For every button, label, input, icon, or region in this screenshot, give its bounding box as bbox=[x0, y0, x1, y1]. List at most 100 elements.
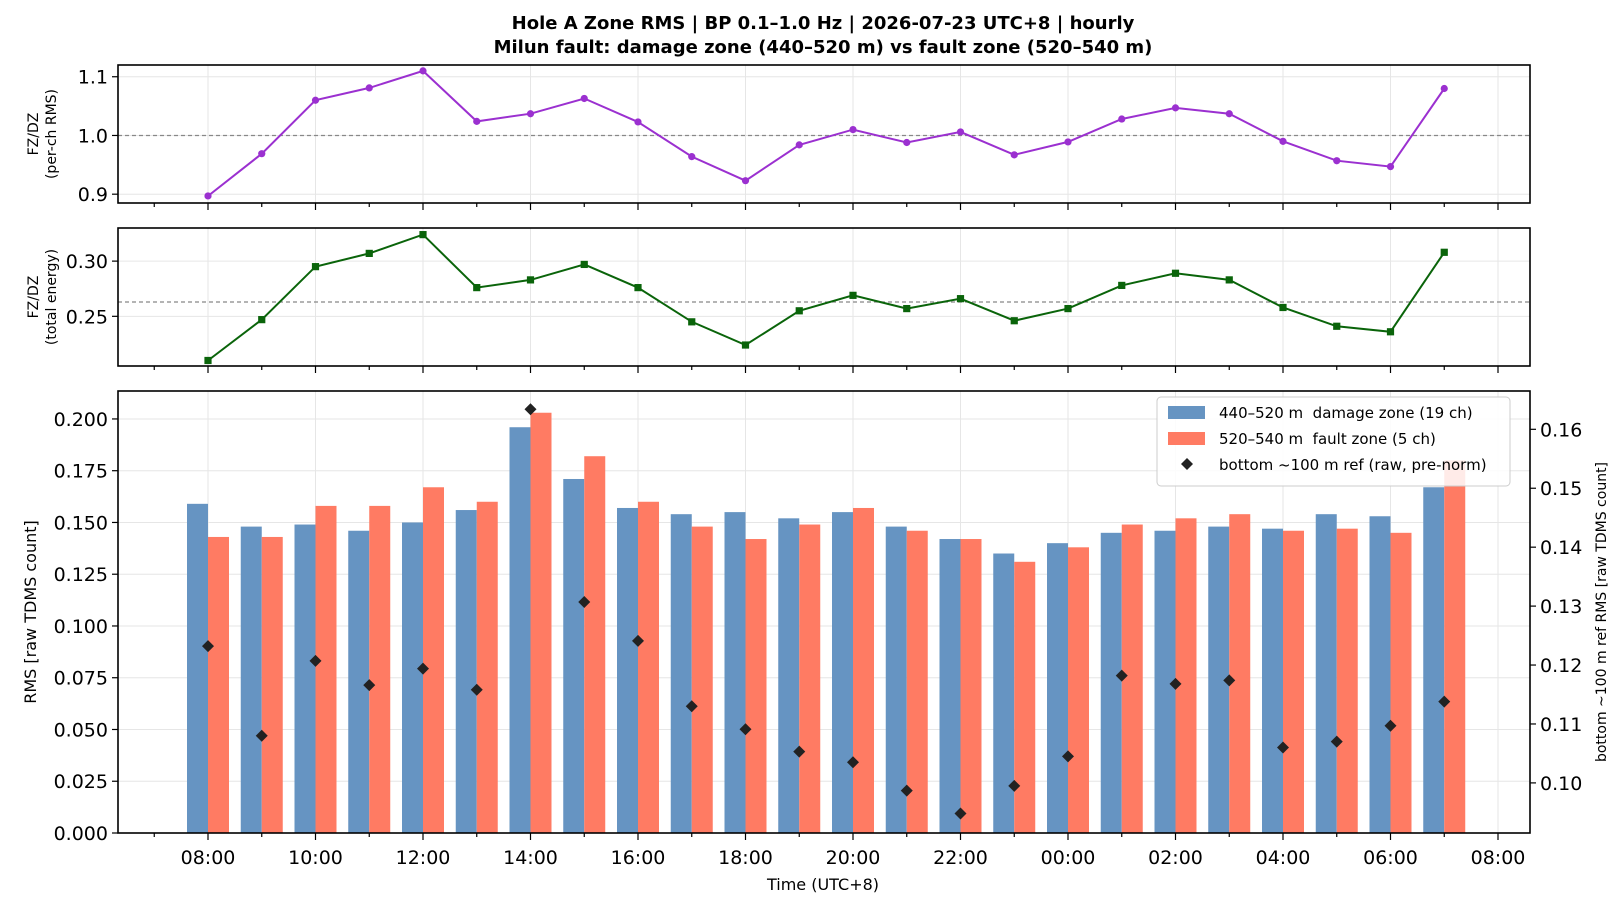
fault-zone-bar bbox=[584, 456, 606, 833]
ratio-energy-point bbox=[1118, 281, 1126, 290]
ratio-rms-point bbox=[903, 138, 911, 147]
damage-zone-bar bbox=[455, 510, 477, 833]
ratio-energy-point bbox=[688, 318, 696, 326]
ratio-rms-point bbox=[419, 67, 427, 75]
fault-zone-bar bbox=[1283, 530, 1304, 833]
x-axis-label: Time (UTC+8) bbox=[766, 875, 879, 894]
damage-zone-bar bbox=[1262, 528, 1283, 833]
damage-zone-bar bbox=[832, 512, 853, 833]
damage-zone-bar bbox=[1208, 526, 1230, 833]
ratio-rms-point bbox=[365, 84, 373, 92]
damage-zone-bar bbox=[1154, 530, 1176, 833]
y2-axis-label: bottom ~100 m ref RMS [raw TDMS count] bbox=[1594, 462, 1610, 762]
ratio-energy-point bbox=[1440, 248, 1448, 256]
y-axis-label-sub: (per-ch RMS) bbox=[44, 89, 60, 179]
fault-zone-bar bbox=[1229, 514, 1251, 833]
fault-zone-bar bbox=[960, 539, 982, 833]
panel-frame bbox=[117, 390, 1531, 834]
reference-point bbox=[1384, 719, 1397, 732]
y-tick-label: 0.050 bbox=[54, 719, 108, 741]
y-axis-label-sub: (total energy) bbox=[44, 249, 60, 345]
y-tick-label: 0.200 bbox=[54, 409, 108, 431]
ratio-rms-point bbox=[311, 96, 320, 104]
damage-zone-bar bbox=[348, 530, 370, 833]
ratio-energy-point bbox=[1010, 317, 1018, 325]
legend-label-fault-zone: 520–540 m fault zone (5 ch) bbox=[1219, 430, 1436, 448]
x-tick-label: 08:00 bbox=[1471, 847, 1526, 869]
y-tick-label: 0.9 bbox=[78, 184, 108, 206]
ratio-rms-point bbox=[1333, 157, 1341, 165]
y-axis-label: FZ/DZ bbox=[26, 113, 42, 156]
reference-point bbox=[417, 662, 429, 675]
damage-zone-bar bbox=[240, 526, 262, 833]
damage-zone-bar bbox=[509, 427, 531, 833]
damage-zone-bar bbox=[1369, 516, 1391, 833]
fault-zone-bar bbox=[799, 524, 821, 833]
reference-point bbox=[1062, 750, 1074, 763]
panel-frame bbox=[117, 227, 1531, 367]
reference-point bbox=[1438, 695, 1451, 708]
legend-marker-reference bbox=[1181, 458, 1193, 470]
ratio-rms-panel: 0.9 1.0 1.1 FZ/DZ (per-ch RMS) bbox=[26, 64, 1531, 210]
ratio-rms-point bbox=[204, 192, 212, 200]
y-tick-label: 0.075 bbox=[54, 668, 108, 690]
ratio-energy-point bbox=[956, 295, 965, 303]
ratio-energy-point bbox=[311, 263, 320, 271]
damage-zone-bar bbox=[1100, 532, 1122, 833]
damage-zone-bar bbox=[1423, 487, 1445, 833]
y2-tick-label: 0.13 bbox=[1540, 596, 1582, 618]
reference-point bbox=[632, 634, 644, 647]
x-tick-label: 22:00 bbox=[933, 847, 988, 869]
reference-point bbox=[739, 723, 752, 736]
y-tick-label: 1.0 bbox=[78, 125, 108, 147]
ratio-rms-point bbox=[634, 118, 642, 126]
fault-zone-bar bbox=[476, 501, 498, 833]
reference-point bbox=[954, 807, 967, 820]
ratio-energy-point bbox=[903, 304, 911, 313]
x-tick-label: 06:00 bbox=[1363, 847, 1418, 869]
fault-zone-bar bbox=[423, 487, 444, 833]
damage-zone-bar bbox=[778, 518, 800, 833]
ratio-energy-point bbox=[1064, 304, 1072, 313]
damage-zone-bar bbox=[402, 522, 423, 833]
legend-swatch-fault-zone bbox=[1168, 432, 1205, 445]
ratio-energy-point bbox=[204, 356, 212, 365]
ratio-energy-point bbox=[1225, 276, 1233, 284]
fault-zone-bar bbox=[315, 505, 337, 833]
x-tick-label: 02:00 bbox=[1148, 847, 1203, 869]
fault-zone-bar bbox=[1175, 518, 1197, 833]
y2-tick-label: 0.15 bbox=[1540, 478, 1582, 500]
damage-zone-bar bbox=[1315, 514, 1337, 833]
fault-zone-bar bbox=[638, 501, 659, 833]
ratio-rms-point bbox=[688, 153, 696, 161]
ratio-energy-point bbox=[849, 291, 857, 299]
reference-point bbox=[1223, 674, 1236, 687]
ratio-energy-point bbox=[1333, 322, 1341, 330]
ratio-rms-point bbox=[956, 128, 965, 136]
y-tick-label: 1.1 bbox=[78, 67, 108, 89]
fault-zone-bar bbox=[369, 505, 391, 833]
x-tick-label: 10:00 bbox=[288, 847, 343, 869]
fault-zone-bar bbox=[1121, 524, 1143, 833]
ratio-rms-point bbox=[258, 150, 266, 158]
ratio-rms-point bbox=[741, 177, 750, 185]
damage-zone-bar bbox=[294, 524, 316, 833]
reference-point bbox=[255, 729, 268, 742]
fault-zone-bar bbox=[1444, 460, 1466, 833]
fault-zone-bar bbox=[691, 526, 713, 833]
reference-point bbox=[309, 654, 322, 667]
ratio-rms-point bbox=[1064, 138, 1072, 146]
ratio-energy-point bbox=[741, 341, 750, 349]
x-tick-label: 00:00 bbox=[1041, 847, 1096, 869]
damage-zone-bar bbox=[563, 478, 585, 833]
chart-title-line2: Milun fault: damage zone (440–520 m) vs … bbox=[494, 37, 1153, 58]
reference-point bbox=[1115, 669, 1128, 682]
x-tick-label: 16:00 bbox=[611, 847, 666, 869]
y2-tick-label: 0.10 bbox=[1540, 773, 1582, 795]
ratio-energy-point bbox=[795, 307, 803, 315]
y-tick-label: 0.125 bbox=[54, 564, 108, 586]
legend-swatch-damage-zone bbox=[1168, 406, 1205, 419]
ratio-energy-point bbox=[419, 231, 427, 239]
reference-point bbox=[1277, 741, 1289, 754]
ratio-rms-point bbox=[849, 125, 857, 134]
